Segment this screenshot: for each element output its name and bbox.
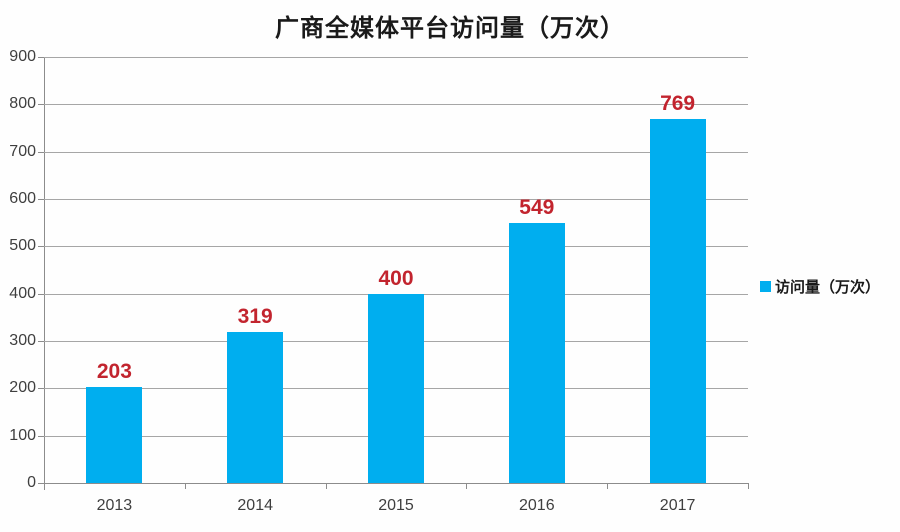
bar-value-label: 203 (96, 359, 132, 383)
bar-value-label: 400 (378, 266, 414, 290)
y-axis-tick (38, 57, 44, 58)
y-axis-tick-label: 500 (9, 237, 36, 255)
y-axis-line (44, 57, 45, 490)
gridline (44, 57, 748, 58)
chart-title: 广商全媒体平台访问量（万次） (275, 15, 625, 42)
y-axis-tick (38, 483, 44, 484)
y-axis-tick-label: 800 (9, 95, 36, 113)
x-axis-tick (748, 483, 749, 489)
y-axis-tick (38, 104, 44, 106)
plot-area: 203 319 400 549 769 (44, 57, 748, 483)
bar-value-label: 549 (519, 196, 555, 220)
y-axis-tick-label: 100 (9, 426, 36, 444)
legend: 访问量（万次） (760, 276, 880, 297)
x-axis-tick (44, 483, 45, 489)
x-axis-tick (607, 483, 609, 489)
y-axis-tick (38, 388, 44, 390)
bar-value-label: 769 (660, 92, 696, 115)
y-axis-tick-label: 600 (9, 190, 36, 207)
y-axis-tick (38, 341, 44, 342)
gridline (44, 104, 748, 106)
bar-2015 (368, 293, 424, 483)
gridline (44, 199, 748, 200)
bar-2014 (227, 332, 284, 483)
y-axis-tick-label: 200 (9, 379, 36, 397)
x-axis-tick (325, 483, 327, 489)
gridline (44, 246, 748, 248)
bar-value-label: 319 (237, 305, 273, 328)
x-axis-tick-label: 2014 (237, 497, 273, 514)
x-axis-tick-label: 2017 (659, 497, 696, 514)
bar-2016 (508, 223, 565, 483)
x-axis-tick-label: 2015 (378, 497, 414, 514)
legend-label: 访问量（万次） (775, 279, 881, 296)
y-axis-tick-label: 300 (9, 332, 36, 349)
y-axis-tick (38, 151, 44, 153)
y-axis-tick-label: 700 (9, 142, 36, 160)
y-axis-tick-label: 400 (9, 284, 36, 302)
legend-marker-square-icon (760, 281, 771, 292)
y-axis-tick-label: 900 (9, 48, 36, 65)
y-axis-tick (38, 199, 44, 200)
gridline (44, 151, 748, 153)
x-axis-line (38, 483, 749, 484)
x-axis-tick (466, 483, 468, 489)
y-axis-tick-label: 0 (27, 474, 36, 491)
x-axis-tick-label: 2016 (519, 497, 555, 514)
bar-2013 (86, 386, 143, 483)
y-axis-tick (38, 246, 44, 248)
x-axis-tick-label: 2013 (96, 497, 133, 514)
bar-2017 (649, 119, 706, 483)
y-axis-tick (38, 435, 44, 437)
y-axis-tick (38, 293, 44, 295)
x-axis-tick (184, 483, 186, 489)
